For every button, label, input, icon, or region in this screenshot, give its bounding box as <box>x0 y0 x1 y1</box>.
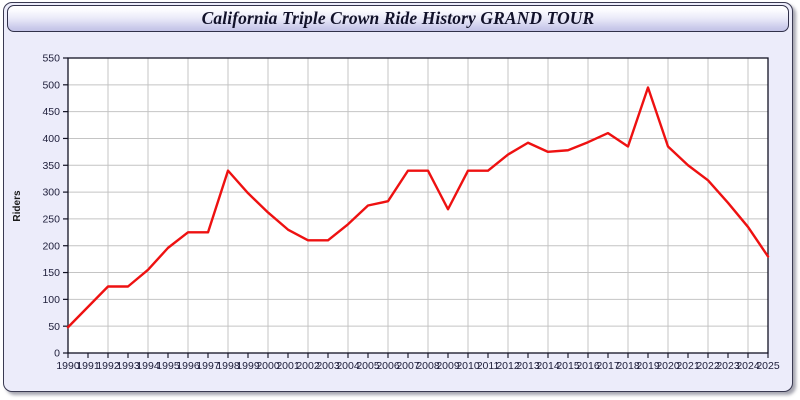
chart-title-bar: California Triple Crown Ride History GRA… <box>7 5 789 32</box>
chart-frame <box>3 2 793 392</box>
chart-title: California Triple Crown Ride History GRA… <box>201 8 595 28</box>
